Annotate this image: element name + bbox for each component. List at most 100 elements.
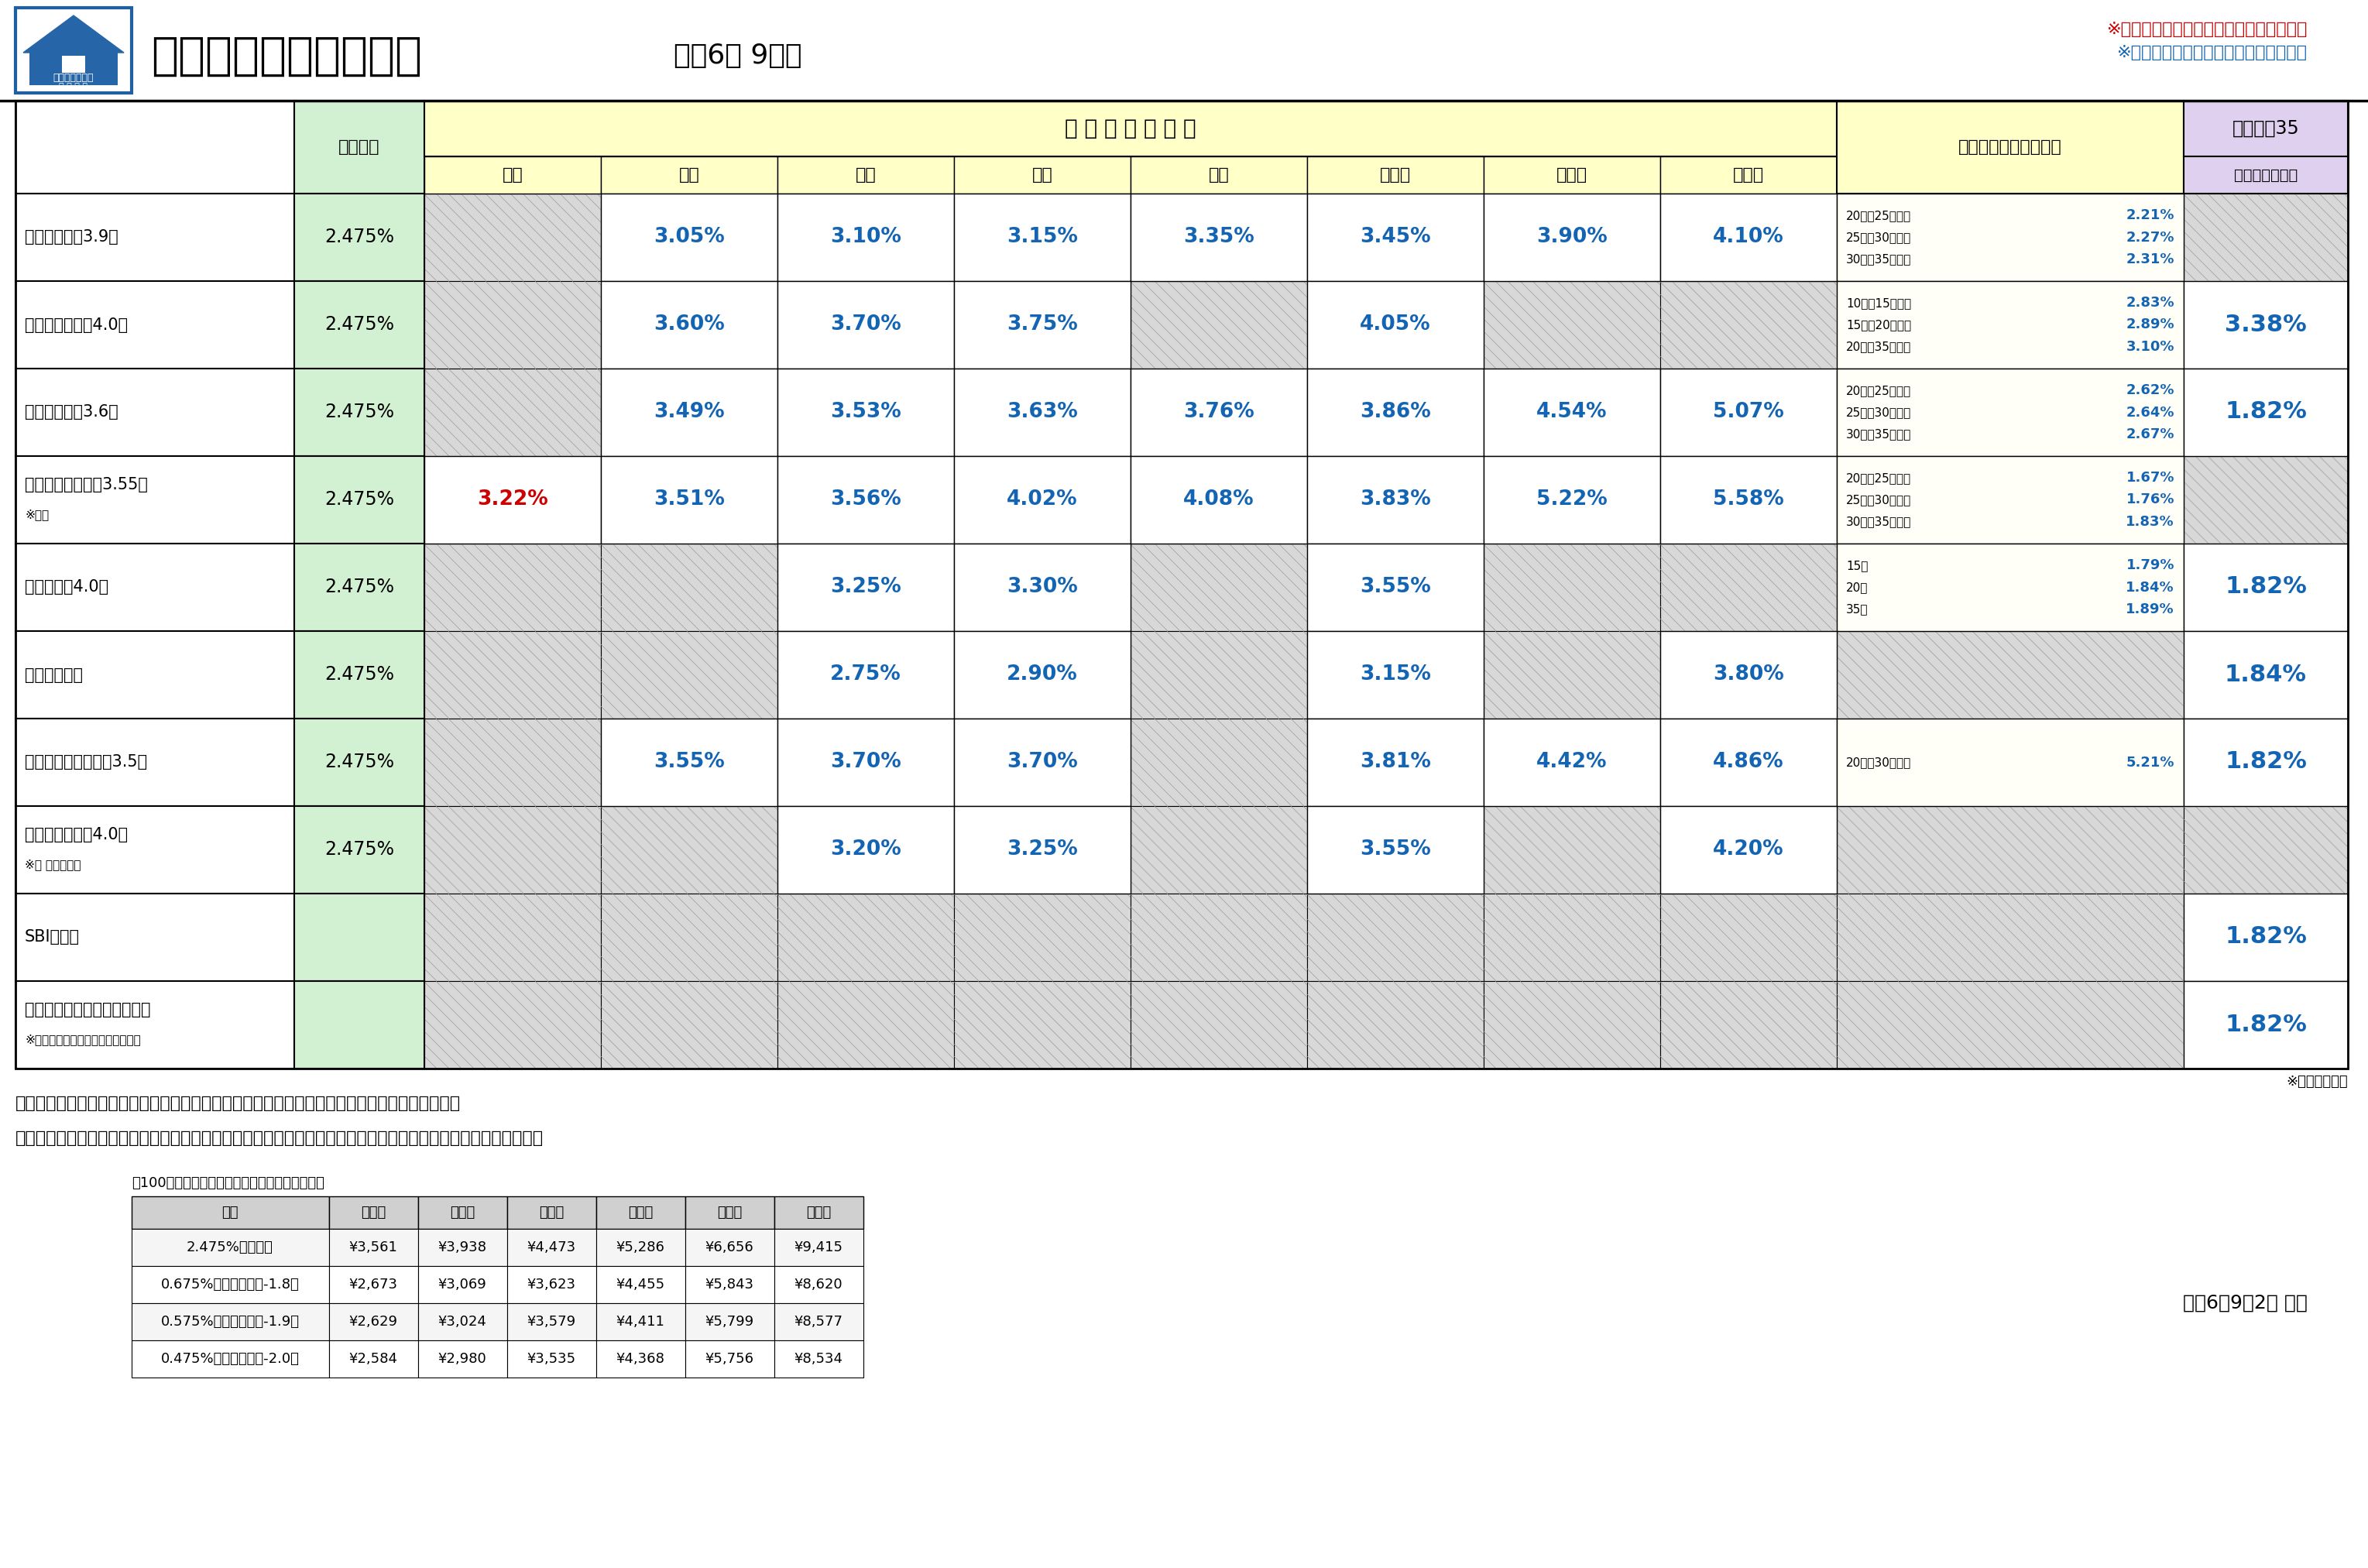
Text: ¥4,368: ¥4,368 — [616, 1352, 665, 1366]
Text: 2.475%: 2.475% — [324, 840, 393, 859]
Text: 3.75%: 3.75% — [1006, 314, 1077, 334]
Bar — [424, 982, 601, 1068]
Text: 1.84%: 1.84% — [2126, 580, 2174, 594]
Text: 3.10%: 3.10% — [831, 227, 902, 248]
Bar — [1130, 894, 1307, 982]
Text: 令和6年 9月度: 令和6年 9月度 — [673, 42, 803, 69]
Text: ※店頭: ※店頭 — [24, 510, 50, 521]
Bar — [2183, 368, 2347, 456]
Bar — [133, 1303, 329, 1341]
Bar — [2183, 281, 2347, 368]
Bar — [28, 50, 118, 85]
Bar — [424, 718, 601, 806]
Bar — [17, 281, 294, 368]
Bar — [17, 368, 294, 456]
Bar — [1485, 193, 1660, 281]
Text: ¥5,756: ¥5,756 — [706, 1352, 753, 1366]
Text: ハウス・デポ・パートナーズ: ハウス・デポ・パートナーズ — [24, 1002, 152, 1018]
Text: ２１年～３５年: ２１年～３５年 — [2233, 168, 2297, 182]
Bar — [424, 630, 601, 718]
Text: 20年超25年以内: 20年超25年以内 — [1847, 472, 1911, 485]
Bar — [17, 544, 294, 630]
Text: 3.51%: 3.51% — [654, 489, 725, 510]
Text: 1.82%: 1.82% — [2226, 751, 2306, 773]
Text: 1.89%: 1.89% — [2126, 602, 2174, 616]
Text: ¥2,584: ¥2,584 — [348, 1352, 398, 1366]
Text: 2.67%: 2.67% — [2126, 426, 2174, 441]
Bar — [597, 1265, 684, 1303]
Bar — [777, 157, 954, 193]
Text: 1.82%: 1.82% — [2226, 401, 2306, 423]
Bar — [601, 368, 777, 456]
Text: ７年: ７年 — [1208, 168, 1229, 183]
Text: 3.10%: 3.10% — [2126, 340, 2174, 354]
Text: ¥3,069: ¥3,069 — [438, 1278, 485, 1292]
Text: 3.15%: 3.15% — [1006, 227, 1077, 248]
Bar — [954, 806, 1130, 894]
Text: 4.10%: 4.10% — [1712, 227, 1783, 248]
Bar — [1130, 630, 1307, 718]
Bar — [424, 456, 601, 544]
Text: 3.60%: 3.60% — [654, 314, 725, 334]
Bar — [424, 368, 601, 456]
Text: 1.82%: 1.82% — [2226, 1013, 2306, 1035]
Bar — [329, 1303, 419, 1341]
Text: ２０年: ２０年 — [628, 1206, 654, 1220]
Bar — [1660, 894, 1838, 982]
Text: 2.475%: 2.475% — [324, 753, 393, 771]
Text: 30年超35年以内: 30年超35年以内 — [1847, 254, 1911, 265]
Bar — [419, 1303, 507, 1341]
Bar — [507, 1229, 597, 1265]
Text: 三井住友銀行（4.0）: 三井住友銀行（4.0） — [24, 317, 128, 332]
Text: 2.475%　の場合: 2.475% の場合 — [187, 1240, 272, 1254]
Bar — [954, 630, 1130, 718]
Bar — [1838, 100, 2183, 193]
Text: 4.42%: 4.42% — [1537, 753, 1608, 771]
Text: ¥4,411: ¥4,411 — [616, 1316, 665, 1328]
Bar — [1838, 982, 2183, 1068]
Bar — [954, 193, 1130, 281]
Text: ＊100万円お借入した場合の月々のお支払い金額: ＊100万円お借入した場合の月々のお支払い金額 — [133, 1176, 324, 1190]
Bar — [2183, 982, 2347, 1068]
Bar — [601, 718, 777, 806]
Text: ※ヤマダホールディングスグループ: ※ヤマダホールディングスグループ — [24, 1033, 140, 1046]
Bar — [777, 456, 954, 544]
Text: ※旧 八千代銀行: ※旧 八千代銀行 — [24, 859, 81, 870]
Bar — [1130, 281, 1307, 368]
Bar — [17, 718, 294, 806]
Text: 3.20%: 3.20% — [831, 839, 902, 859]
Bar — [424, 193, 601, 281]
Bar — [1130, 157, 1307, 193]
Bar — [329, 1229, 419, 1265]
Text: 1.84%: 1.84% — [2226, 663, 2306, 685]
Bar — [2183, 193, 2347, 281]
Bar — [777, 281, 954, 368]
Text: 3.70%: 3.70% — [831, 314, 902, 334]
Bar — [777, 368, 954, 456]
Bar — [777, 718, 954, 806]
Bar — [294, 982, 424, 1068]
Bar — [507, 1341, 597, 1378]
Text: 3.35%: 3.35% — [1184, 227, 1255, 248]
Bar — [1307, 894, 1485, 982]
Text: 2.27%: 2.27% — [2126, 230, 2174, 245]
Text: 3.15%: 3.15% — [1359, 665, 1430, 685]
Bar — [601, 982, 777, 1068]
Text: 4.02%: 4.02% — [1006, 489, 1077, 510]
Bar — [1660, 368, 1838, 456]
Text: ¥5,799: ¥5,799 — [706, 1316, 753, 1328]
Text: 金利: 金利 — [223, 1206, 239, 1220]
Text: 2.475%: 2.475% — [324, 403, 393, 422]
Text: ¥8,577: ¥8,577 — [793, 1316, 843, 1328]
Bar — [1485, 368, 1660, 456]
Bar — [424, 157, 601, 193]
Text: 3.22%: 3.22% — [476, 489, 547, 510]
Text: 1.83%: 1.83% — [2126, 514, 2174, 528]
Bar — [1660, 281, 1838, 368]
Bar — [1130, 193, 1307, 281]
Bar — [777, 544, 954, 630]
Bar — [954, 368, 1130, 456]
Bar — [17, 100, 2347, 1068]
Bar — [1485, 718, 1660, 806]
Text: ¥3,535: ¥3,535 — [528, 1352, 575, 1366]
